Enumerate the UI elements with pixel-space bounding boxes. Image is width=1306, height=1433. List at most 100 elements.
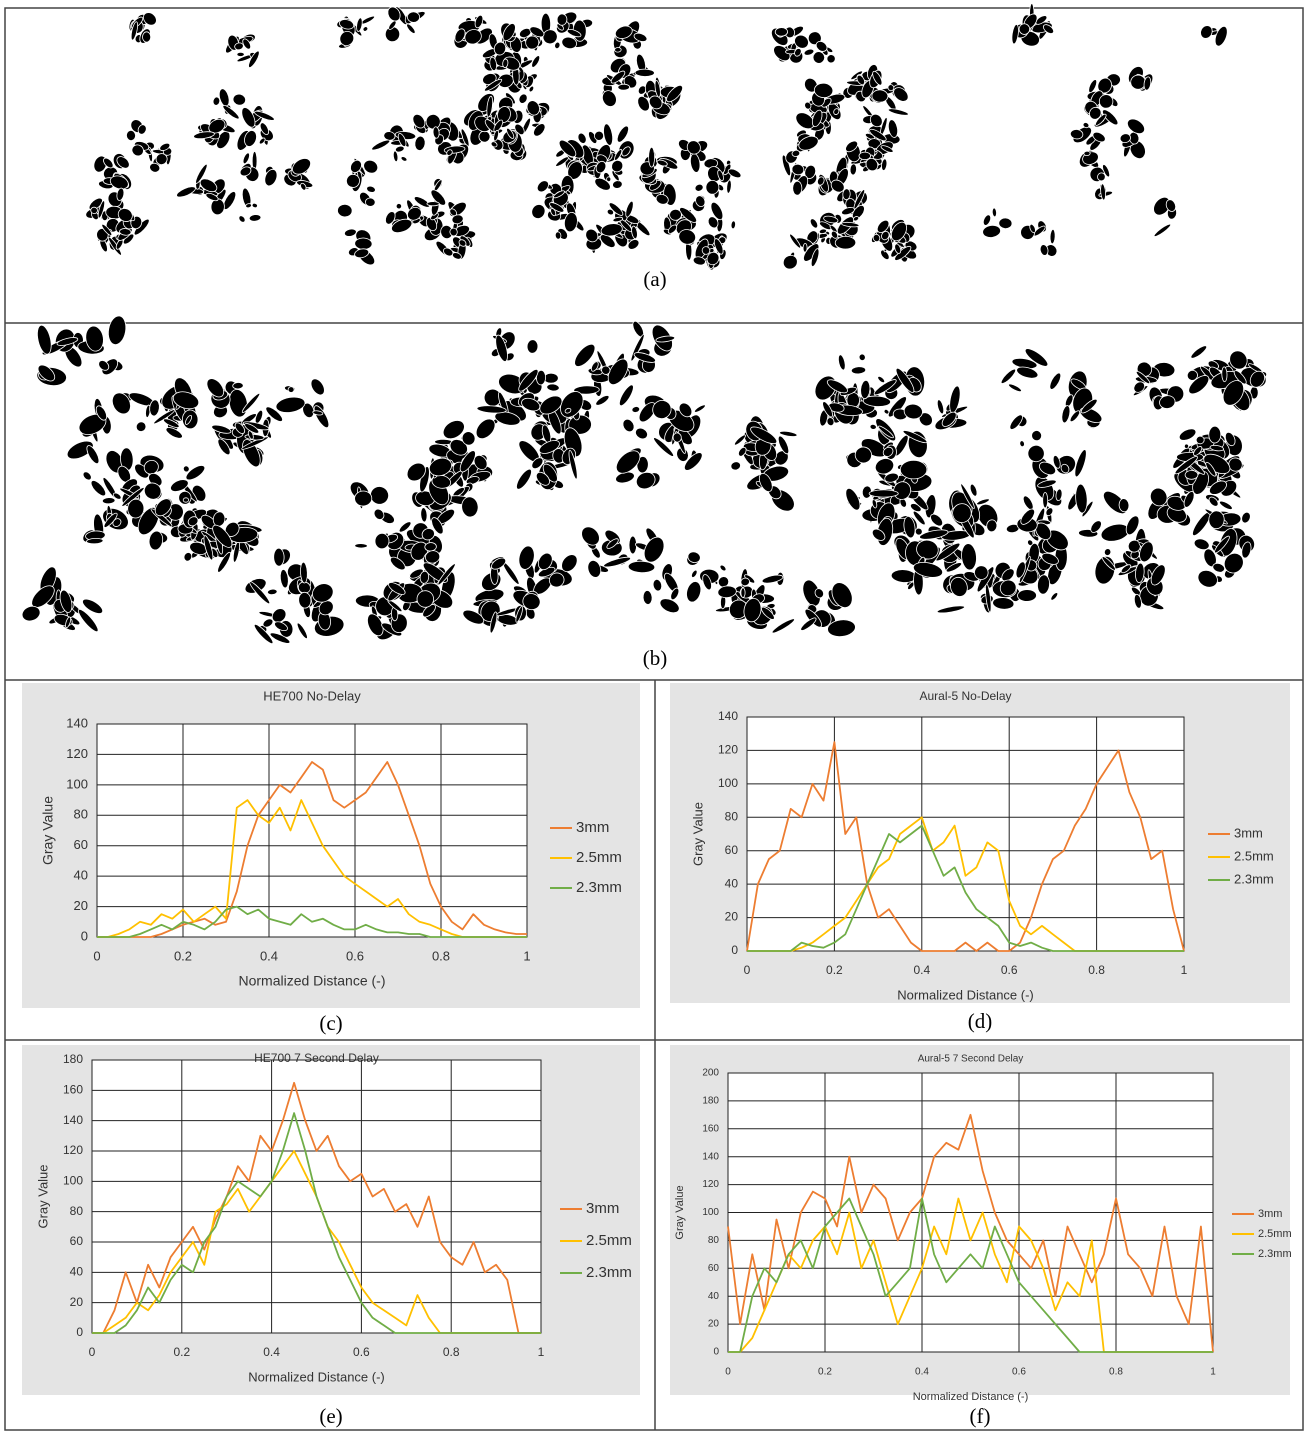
particle [394, 145, 405, 153]
particle [1221, 366, 1228, 383]
particle [1183, 443, 1190, 449]
particle [242, 38, 252, 50]
x-axis-title: Normalized Distance (-) [897, 987, 1034, 1002]
particle [103, 157, 114, 169]
particle [531, 55, 541, 68]
particle [686, 140, 701, 155]
particle [881, 230, 890, 241]
particle [1049, 229, 1056, 245]
particle [794, 48, 802, 57]
particle [707, 216, 719, 229]
particle [868, 489, 899, 498]
particle [346, 173, 360, 188]
particle [871, 89, 889, 103]
particle [818, 228, 827, 234]
particle [264, 168, 278, 187]
particle [414, 135, 426, 151]
particle [616, 125, 629, 143]
particle [1127, 118, 1145, 135]
particle [876, 219, 890, 233]
chart-title: Aural-5 No-Delay [919, 689, 1011, 703]
particle [363, 159, 379, 174]
particle [610, 70, 626, 84]
particle [1069, 129, 1084, 140]
particle [354, 490, 373, 507]
particle [625, 200, 634, 218]
particle [614, 149, 623, 161]
particle [730, 220, 736, 230]
particle [612, 216, 624, 223]
binary-image [85, 3, 1228, 271]
particle [679, 207, 698, 223]
particle [116, 187, 125, 201]
y-tick-label: 40 [708, 1291, 720, 1302]
particle [627, 239, 640, 250]
plot-area [96, 723, 528, 938]
legend-label: 3mm [576, 819, 609, 836]
particle [794, 34, 809, 49]
x-axis-title: Normalized Distance (-) [248, 1369, 385, 1384]
particle [452, 252, 462, 260]
particle [710, 201, 724, 221]
particle [130, 21, 139, 41]
particle [449, 227, 458, 237]
particle [116, 156, 130, 169]
particle [617, 83, 630, 91]
y-tick-label: 180 [63, 1052, 83, 1066]
particle [238, 215, 246, 223]
particle [894, 243, 902, 254]
particle [887, 84, 895, 92]
particle [339, 30, 355, 47]
particle [577, 132, 587, 144]
particle [397, 133, 407, 147]
x-tick-label: 1 [1181, 963, 1188, 977]
particle [1018, 23, 1031, 35]
particle [343, 228, 357, 237]
particle [236, 51, 245, 57]
particle [600, 223, 623, 237]
particle [1098, 94, 1114, 109]
particle [374, 533, 390, 550]
y-tick-label: 120 [63, 1143, 83, 1157]
x-tick-label: 0 [744, 963, 751, 977]
particle [556, 13, 568, 26]
particle [1130, 74, 1146, 90]
particle [251, 202, 258, 209]
y-tick-label: 140 [702, 1151, 719, 1162]
panel-label: (c) [319, 1011, 342, 1035]
y-tick-label: 100 [718, 776, 738, 790]
particle [354, 543, 368, 549]
particle [810, 248, 820, 267]
particle [858, 151, 871, 161]
particle [97, 200, 106, 219]
legend-label: 2.3mm [586, 1264, 632, 1281]
particle [1214, 25, 1228, 47]
particle [1119, 133, 1131, 144]
particle [842, 188, 851, 201]
particle [478, 130, 491, 143]
legend-label: 3mm [1234, 825, 1263, 840]
y-tick-label: 60 [708, 1263, 720, 1274]
particle [891, 221, 907, 242]
y-tick-label: 140 [718, 709, 738, 723]
y-axis-title: Gray Value [674, 1185, 686, 1239]
particle [621, 146, 631, 157]
particle [853, 189, 866, 210]
particle [802, 243, 808, 253]
particle [366, 185, 376, 193]
particle [234, 42, 244, 51]
y-tick-label: 0 [81, 928, 88, 943]
particle [458, 239, 467, 247]
particle [608, 202, 624, 216]
particle [292, 158, 311, 175]
particle [692, 256, 706, 266]
particle [789, 233, 801, 249]
particle [599, 234, 616, 248]
particle [446, 149, 453, 156]
x-tick-label: 0.2 [173, 1345, 190, 1359]
particle [413, 196, 431, 208]
particle [991, 207, 997, 218]
particle [880, 145, 894, 153]
y-tick-label: 120 [702, 1179, 719, 1190]
particle [337, 203, 353, 218]
